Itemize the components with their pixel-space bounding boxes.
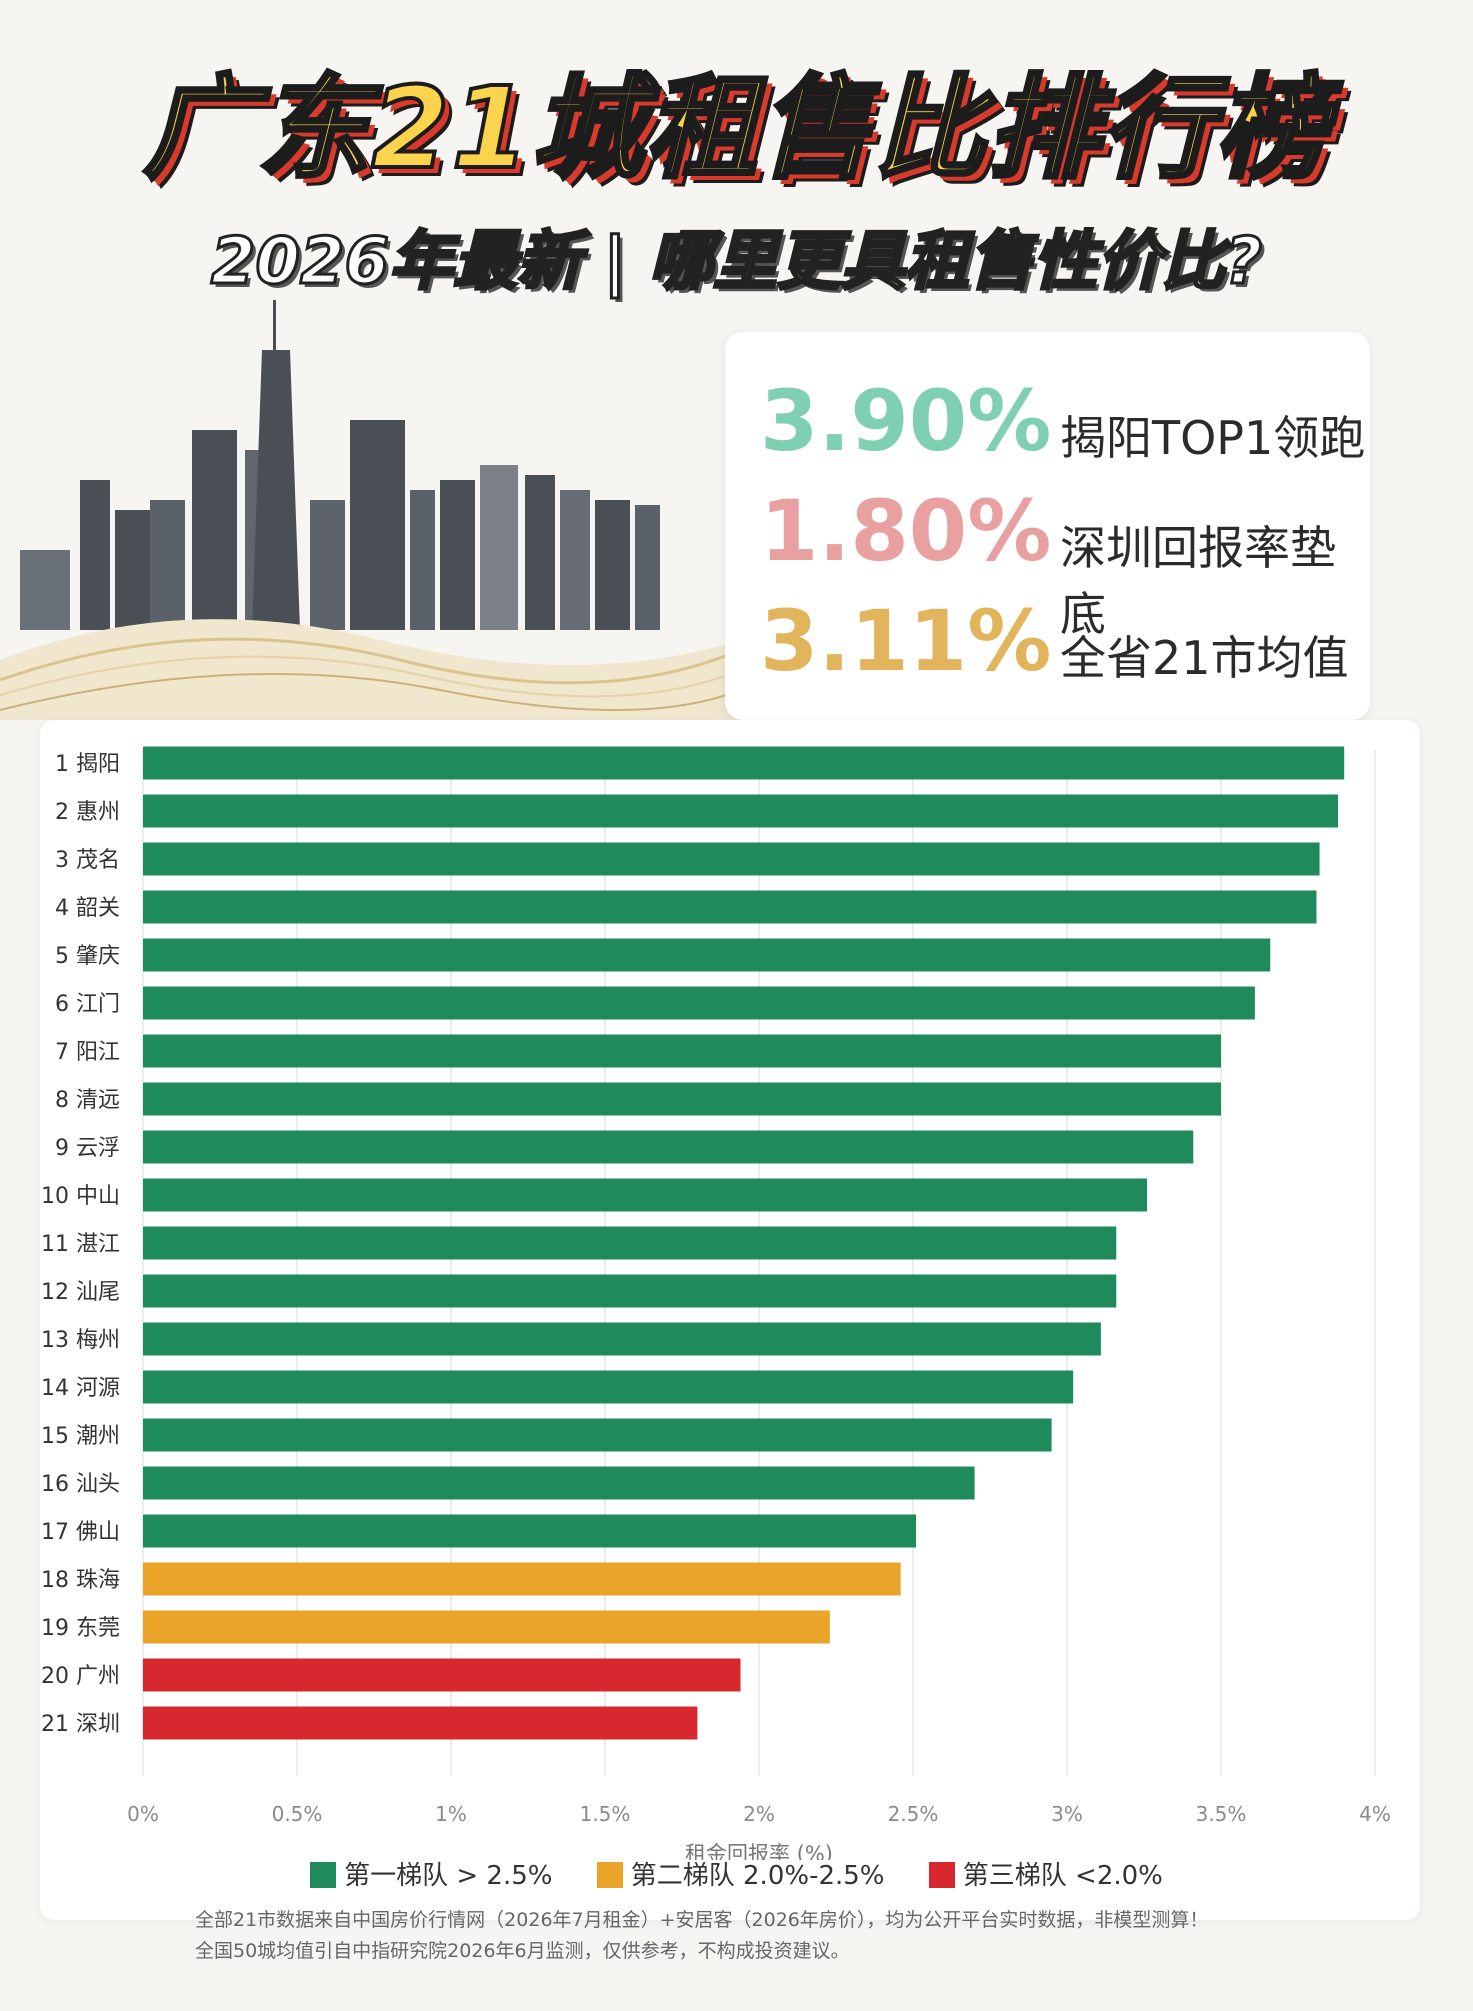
bar	[143, 746, 1345, 780]
category-label: 6 江门	[55, 992, 120, 1017]
header: 广东21城租售比排行榜 2026年最新 | 哪里更具租售性价比?	[0, 0, 1473, 301]
legend-label: 第一梯队 > 2.5%	[344, 1861, 553, 1891]
bar	[143, 1466, 975, 1500]
stat-top1: 3.90% 揭阳TOP1领跑	[760, 372, 1370, 472]
legend-label: 第二梯队 2.0%-2.5%	[630, 1861, 885, 1891]
x-tick-label: 1.5%	[580, 1802, 631, 1826]
bar	[143, 1514, 917, 1548]
legend-item-tier3: 第三梯队 <2.0%	[928, 1855, 1163, 1892]
bar	[143, 842, 1320, 876]
x-tick-label: 3%	[1051, 1802, 1083, 1826]
bar	[143, 1082, 1221, 1116]
stat-label: 全省21市均值	[1060, 631, 1349, 685]
x-tick-label: 2%	[743, 1802, 775, 1826]
bar	[143, 1610, 830, 1644]
category-label: 1 揭阳	[55, 752, 120, 777]
bar	[143, 1370, 1074, 1404]
stats-card: 3.90% 揭阳TOP1领跑 1.80% 深圳回报率垫底 3.11% 全省21市…	[725, 332, 1370, 720]
x-tick-label: 0%	[127, 1802, 159, 1826]
x-tick-label: 1%	[435, 1802, 467, 1826]
stat-average: 3.11% 全省21市均值	[760, 592, 1370, 692]
category-label: 3 茂名	[55, 848, 120, 873]
bar	[143, 986, 1255, 1020]
stat-label: 揭阳TOP1领跑	[1060, 411, 1366, 465]
category-label: 5 肇庆	[55, 944, 120, 969]
stat-bottom: 1.80% 深圳回报率垫底	[760, 482, 1370, 641]
x-tick-label: 0.5%	[272, 1802, 323, 1826]
x-tick-label: 4%	[1359, 1802, 1391, 1826]
legend-swatch	[596, 1862, 623, 1888]
legend-label: 第三梯队 <2.0%	[962, 1861, 1163, 1891]
legend-item-tier1: 第一梯队 > 2.5%	[310, 1855, 552, 1892]
footnote-line: 全国50城均值引自中指研究院2026年6月监测，仅供参考，不构成投资建议。	[195, 1940, 850, 1962]
category-label: 9 云浮	[55, 1136, 120, 1161]
bar	[143, 1226, 1117, 1260]
legend-swatch	[310, 1862, 337, 1888]
bar	[143, 1130, 1194, 1164]
x-axis-title: 租金回报率 (%)	[685, 1842, 833, 1860]
category-label: 21 深圳	[41, 1712, 120, 1737]
bar	[143, 1706, 698, 1740]
bar-chart: 0% 0.5% 1% 1.5% 2% 2.5% 3% 3.5% 4% 1 揭阳 2 惠州 3 茂名 4 …	[41, 746, 1391, 1860]
city-skyline-illustration	[0, 300, 740, 720]
bar	[143, 938, 1271, 972]
footnote-line: 全部21市数据来自中国房价行情网（2026年7月租金）+安居客（2026年房价）…	[195, 1909, 1209, 1931]
bar	[143, 1418, 1052, 1452]
category-label: 14 河源	[41, 1376, 120, 1401]
bar	[143, 1562, 901, 1596]
page-title: 广东21城租售比排行榜	[142, 62, 1330, 196]
category-label: 10 中山	[41, 1184, 120, 1209]
bar	[143, 890, 1317, 924]
category-label: 17 佛山	[41, 1520, 120, 1545]
bar	[143, 1178, 1148, 1212]
bar	[143, 1658, 741, 1692]
legend-item-tier2: 第二梯队 2.0%-2.5%	[596, 1855, 885, 1892]
category-label: 13 梅州	[41, 1328, 120, 1353]
category-label: 8 清远	[55, 1088, 120, 1113]
category-label: 19 东莞	[41, 1616, 120, 1641]
category-label: 4 韶关	[55, 896, 120, 921]
footnote: 全部21市数据来自中国房价行情网（2026年7月租金）+安居客（2026年房价）…	[195, 1905, 1345, 1967]
legend: 第一梯队 > 2.5% 第二梯队 2.0%-2.5% 第三梯队 <2.0%	[0, 1855, 1473, 1892]
bar	[143, 1322, 1101, 1356]
stat-label: 深圳回报率垫底	[1060, 521, 1336, 641]
category-label: 12 汕尾	[41, 1280, 120, 1305]
category-label: 11 湛江	[41, 1232, 120, 1257]
category-label: 7 阳江	[55, 1040, 120, 1065]
category-label: 20 广州	[41, 1664, 120, 1689]
category-label: 18 珠海	[41, 1568, 120, 1593]
page-subtitle: 2026年最新 | 哪里更具租售性价比?	[209, 224, 1263, 301]
category-label: 15 潮州	[41, 1424, 120, 1449]
bar	[143, 794, 1339, 828]
category-label: 16 汕头	[41, 1472, 120, 1497]
bar	[143, 1274, 1117, 1308]
category-label: 2 惠州	[55, 800, 120, 825]
x-tick-label: 3.5%	[1196, 1802, 1247, 1826]
stat-value: 3.11%	[760, 592, 1052, 690]
bar	[143, 1034, 1221, 1068]
stat-value: 3.90%	[760, 372, 1052, 470]
legend-swatch	[928, 1862, 955, 1888]
x-tick-label: 2.5%	[888, 1802, 939, 1826]
stat-value: 1.80%	[760, 482, 1052, 580]
